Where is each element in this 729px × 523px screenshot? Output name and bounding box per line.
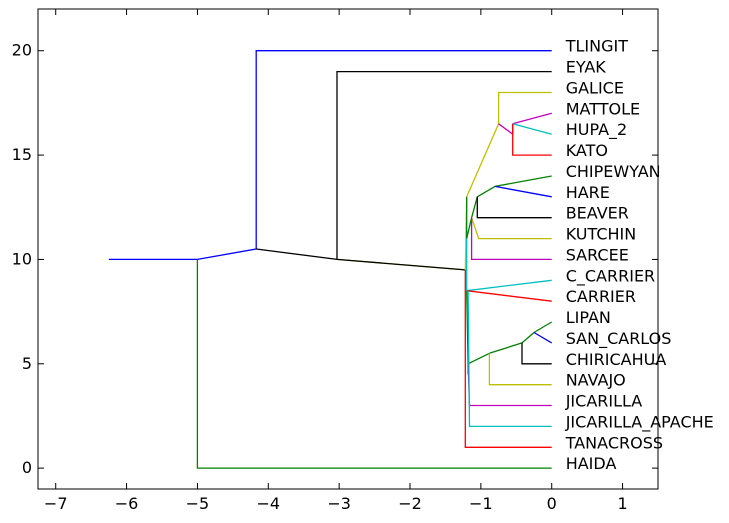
- branch-segment-37: [467, 290, 552, 428]
- branch-segment-11: [466, 123, 500, 198]
- leaf-label: JICARILLA: [565, 392, 643, 411]
- tree-branches: [108, 50, 553, 469]
- branch-segment-12: [497, 91, 552, 124]
- leaf-label: GALICE: [566, 78, 624, 97]
- branch-segment-35: [488, 353, 552, 386]
- branch-segment-5: [336, 70, 552, 260]
- branch-segment-4: [256, 248, 338, 261]
- branch-segment-1: [196, 259, 552, 469]
- branch-segment-30: [489, 342, 523, 354]
- branch-segment-25: [466, 279, 552, 292]
- leaf-label: KATO: [566, 141, 608, 160]
- plot-frame: [37, 8, 659, 490]
- leaf-label: CARRIER: [566, 287, 636, 306]
- x-tick-label: −7: [44, 494, 68, 513]
- leaf-label: TANACROSS: [565, 433, 663, 452]
- branch-segment-23: [470, 217, 552, 261]
- x-tick-label: −6: [115, 494, 139, 513]
- leaf-label: SAN_CARLOS: [566, 329, 672, 349]
- branch-segment-8: [464, 269, 552, 448]
- branch-segment-32: [533, 321, 553, 334]
- leaf-label: HAIDA: [566, 454, 617, 473]
- branch-segment-21: [476, 196, 552, 219]
- leaf-label: MATTOLE: [566, 99, 640, 118]
- leaf-label: KUTCHIN: [566, 225, 637, 244]
- branch-segment-27: [466, 290, 469, 364]
- branch-segment-33: [533, 331, 553, 344]
- branch-segment-15: [512, 123, 552, 135]
- branch-segment-3: [255, 50, 552, 249]
- x-tick-label: −5: [186, 494, 210, 513]
- leaf-label: EYAK: [566, 58, 607, 77]
- x-tick-label: 1: [617, 494, 627, 513]
- x-tick-label: −1: [469, 494, 493, 513]
- y-tick-label: 5: [22, 354, 32, 373]
- leaf-label: CHIPEWYAN: [566, 162, 661, 181]
- branch-segment-20: [494, 185, 552, 198]
- x-tick-label: −3: [327, 494, 351, 513]
- branch-segment-16: [512, 123, 552, 156]
- branch-segment-31: [521, 332, 535, 344]
- leaf-label: CHIRICAHUA: [566, 350, 667, 369]
- x-tick-label: 0: [547, 494, 557, 513]
- leaf-label: NAVAJO: [566, 371, 626, 390]
- branch-segment-2: [197, 248, 257, 261]
- x-tick-label: −2: [398, 494, 422, 513]
- leaf-label: HARE: [566, 183, 610, 202]
- branch-segment-19: [494, 175, 552, 188]
- leaf-label: C_CARRIER: [566, 266, 655, 286]
- branch-segment-18: [476, 185, 496, 198]
- leaf-label: SARCEE: [566, 245, 629, 264]
- leaf-label: LIPAN: [566, 308, 611, 327]
- leaf-label: JICARILLA_APACHE: [565, 412, 714, 432]
- y-tick-label: 15: [12, 145, 32, 164]
- leaf-label: TLINGIT: [565, 37, 628, 56]
- x-tick-label: −4: [256, 494, 280, 513]
- branch-segment-26: [466, 290, 552, 302]
- leaf-label: BEAVER: [566, 204, 629, 223]
- y-tick-label: 20: [12, 41, 32, 60]
- y-tick-label: 10: [12, 249, 32, 268]
- leaf-label: HUPA_2: [566, 120, 628, 140]
- branch-segment-13: [498, 123, 514, 136]
- branch-segment-14: [512, 112, 552, 125]
- branch-segment-22: [470, 217, 552, 240]
- branch-segment-29: [467, 352, 490, 365]
- branch-segment-7: [336, 258, 466, 271]
- branch-segment-34: [521, 342, 552, 365]
- y-tick-label: 0: [22, 458, 32, 477]
